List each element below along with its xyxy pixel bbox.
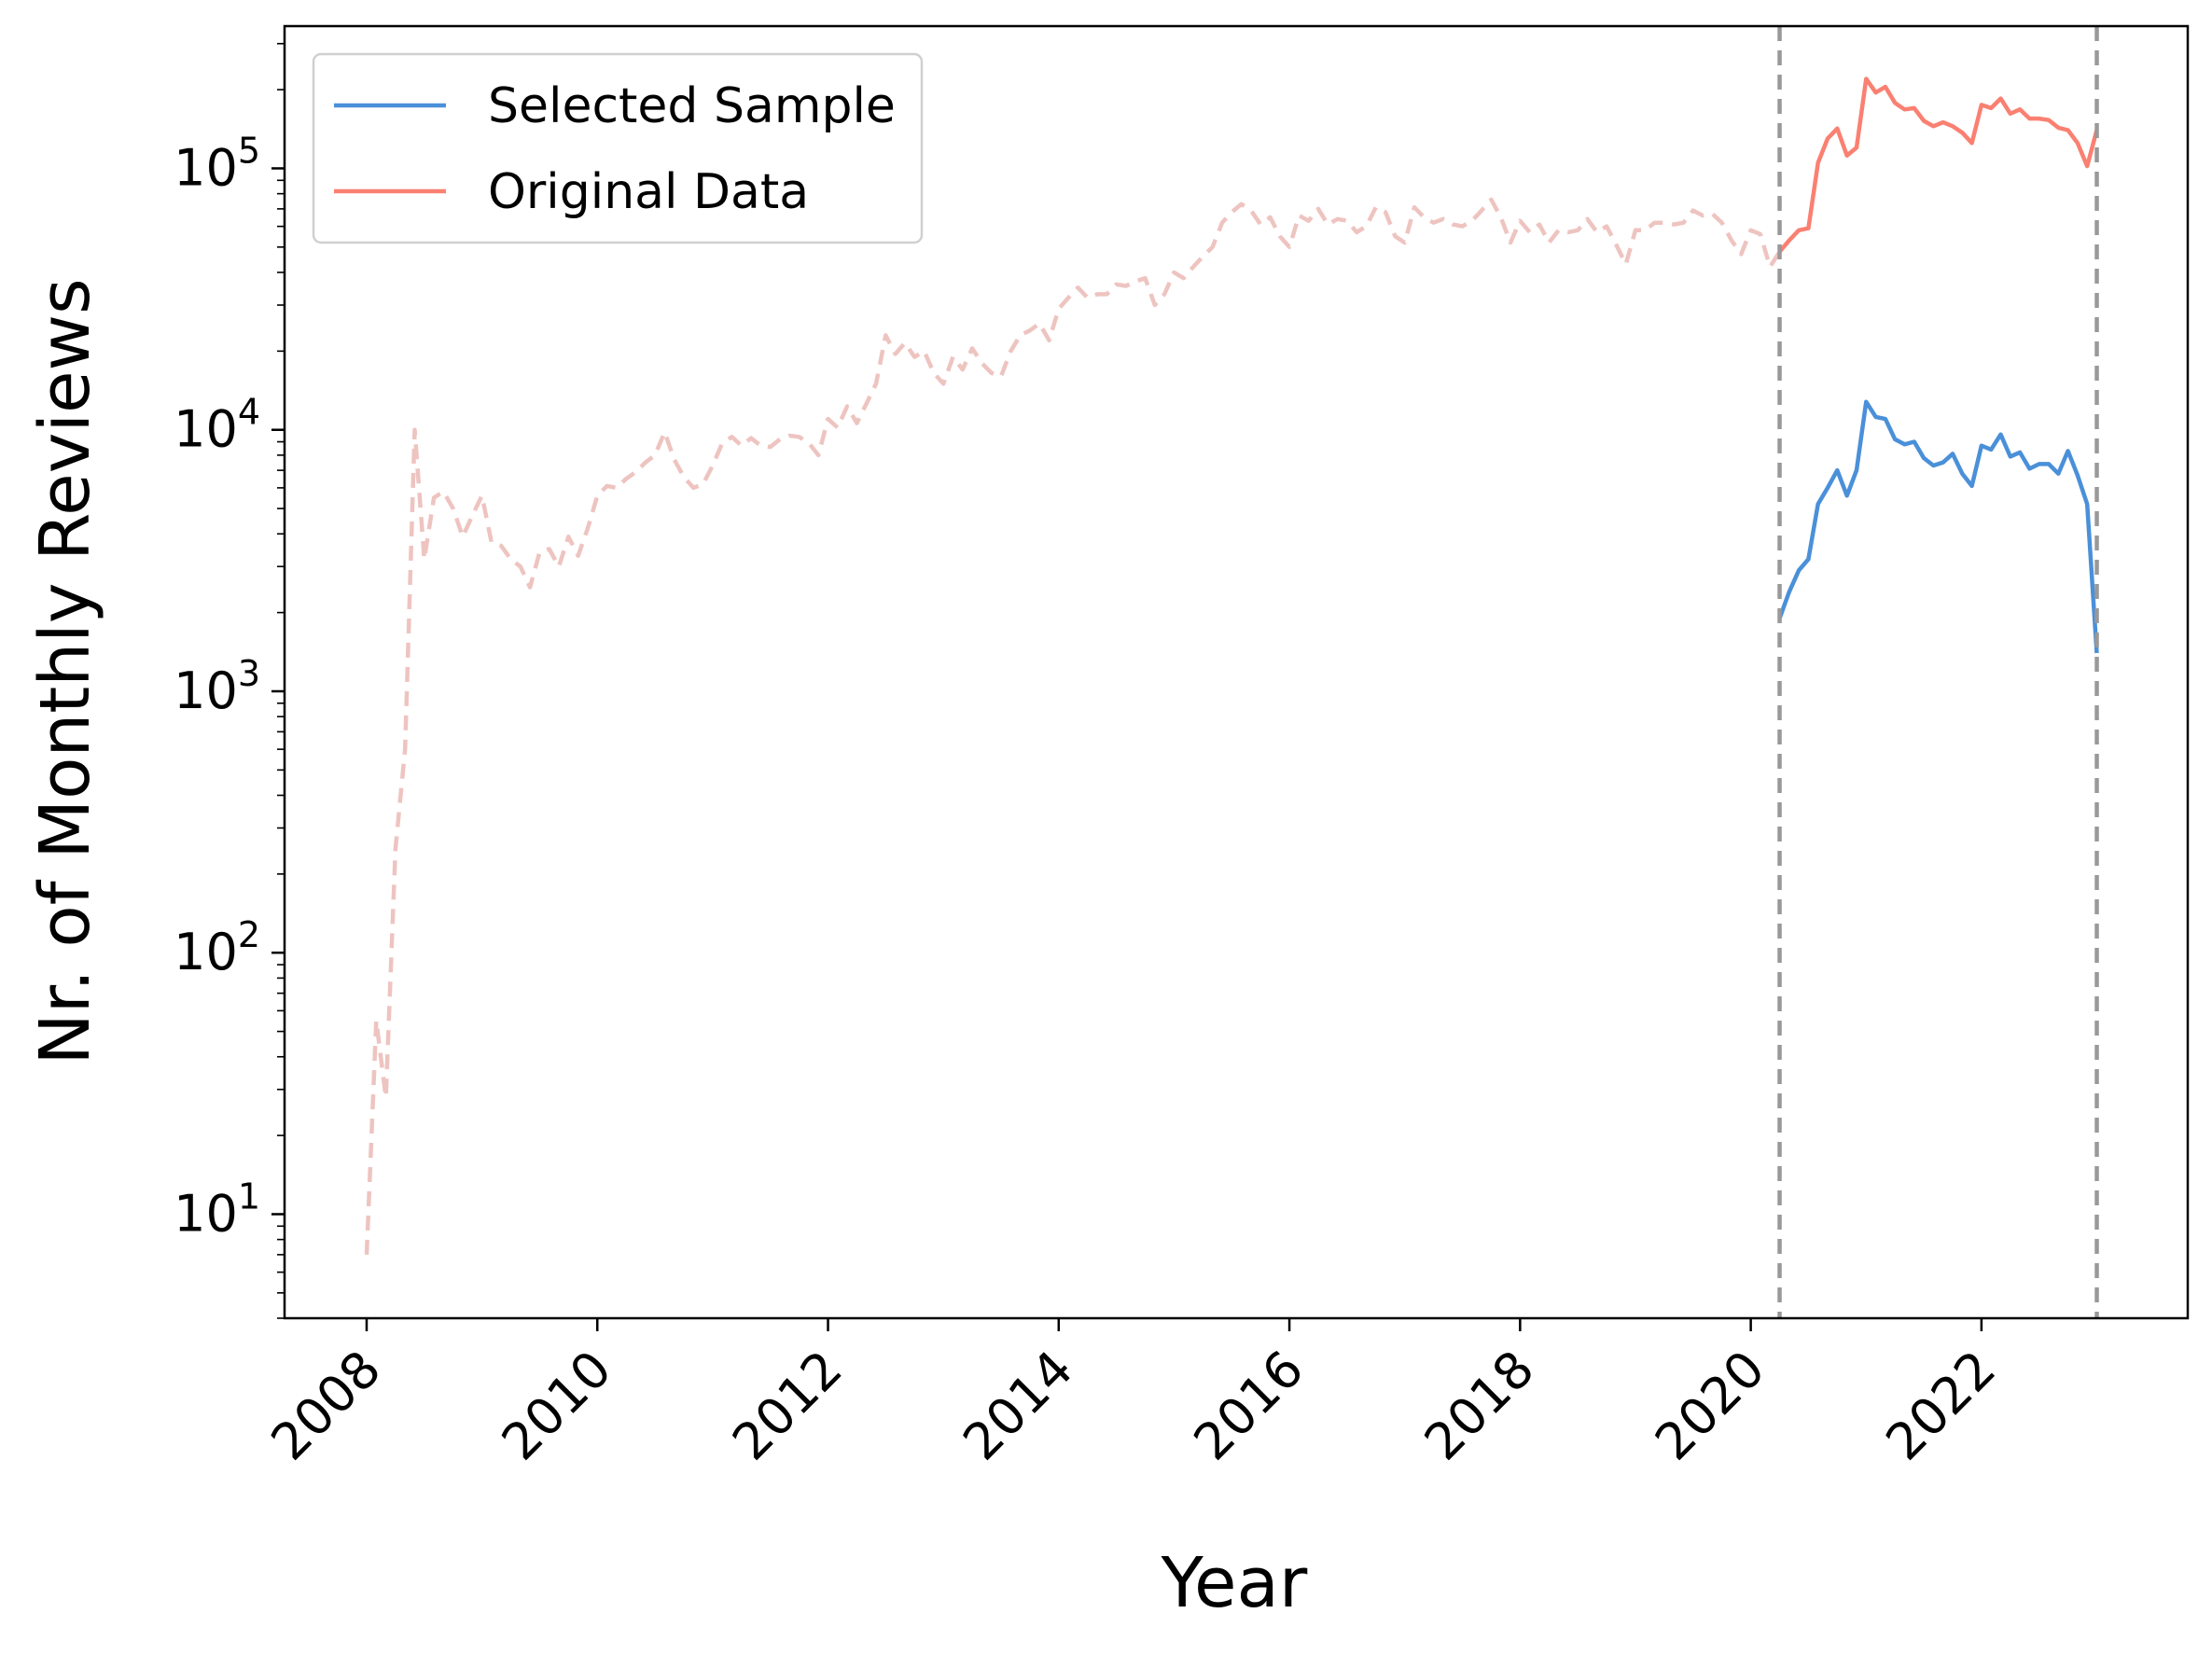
- y-tick-exponent: 5: [238, 130, 260, 171]
- legend-box: [312, 52, 924, 244]
- y-tick-base: 10: [174, 400, 238, 459]
- y-tick-label: 104: [174, 392, 260, 459]
- reference-lines: [1777, 26, 2099, 1318]
- y-tick-base: 10: [174, 923, 238, 981]
- series-line-historical: [364, 197, 1782, 1255]
- y-axis-title: Nr. of Monthly Reviews: [25, 278, 105, 1064]
- y-tick-base: 10: [174, 1184, 238, 1243]
- y-tick-exponent: 1: [238, 1175, 260, 1217]
- legend-label: Selected Sample: [488, 78, 896, 134]
- y-tick-base: 10: [174, 661, 238, 720]
- y-tick-label: 101: [174, 1175, 260, 1243]
- legend: Selected Sample Original Data: [312, 52, 924, 244]
- y-tick-base: 10: [174, 138, 238, 197]
- plot-frame: [283, 24, 2190, 1320]
- legend-label: Original Data: [488, 164, 809, 220]
- y-tick-exponent: 4: [238, 392, 260, 433]
- series-line-original-data: [1777, 76, 2099, 254]
- y-tick-label: 105: [174, 130, 260, 197]
- series-line-selected-sample: [1777, 399, 2099, 654]
- y-tick-exponent: 2: [238, 914, 260, 955]
- y-tick-exponent: 3: [238, 653, 260, 694]
- plot-lines: [364, 76, 2099, 1255]
- x-axis-title: Year: [1161, 1543, 1308, 1623]
- y-tick-label: 102: [174, 914, 260, 981]
- y-tick-label: 103: [174, 653, 260, 720]
